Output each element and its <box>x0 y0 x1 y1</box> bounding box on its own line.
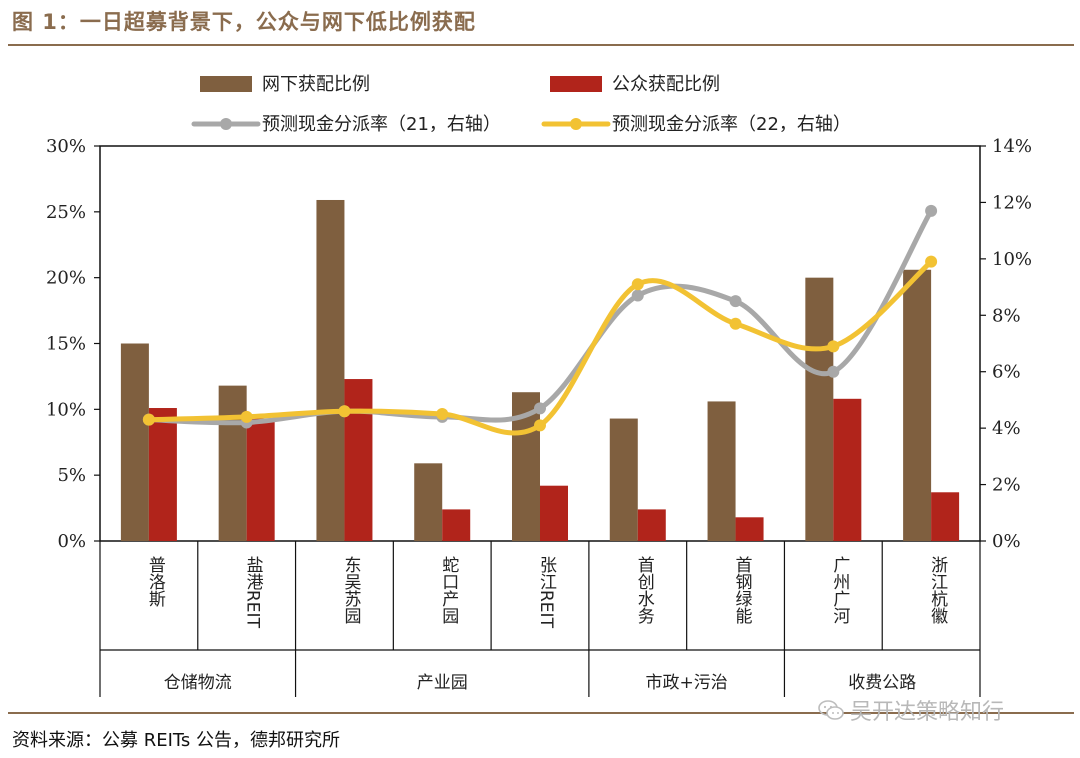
bar-public <box>148 408 177 541</box>
point-payout-22 <box>534 419 546 432</box>
legend-marker <box>570 118 582 130</box>
point-payout-22 <box>436 408 449 421</box>
legend-label: 网下获配比例 <box>262 74 370 95</box>
line-payout-22 <box>146 259 934 436</box>
right-tick-label: 12% <box>992 192 1032 213</box>
group-label: 仓储物流 <box>164 673 232 693</box>
bar-offline <box>707 401 736 541</box>
chart: 0% 5% 10% 15% 20% 25% 30% 0% 2% 4% 6% 8% 10% 12% 14% 仓储… <box>46 74 1032 697</box>
legend-marker <box>220 118 232 130</box>
point-payout-22 <box>240 410 253 423</box>
right-tick-label: 10% <box>992 249 1032 270</box>
point-payout-22 <box>142 413 155 426</box>
right-tick-label: 8% <box>992 305 1021 326</box>
bar-offline <box>609 418 638 541</box>
legend-label: 预测现金分派率（21，右轴） <box>262 114 501 135</box>
bar-offline <box>414 463 443 541</box>
bar-public <box>344 379 373 541</box>
wechat-icon <box>818 700 844 720</box>
watermark: 吴开达策略知行 <box>818 694 1004 726</box>
point-payout-21 <box>534 402 546 415</box>
bar-public <box>637 509 666 541</box>
legend-swatch <box>550 76 602 92</box>
bar-public <box>540 485 568 541</box>
category-label: 盐港REIT <box>243 556 264 629</box>
point-payout-21 <box>729 295 742 308</box>
right-tick-label: 4% <box>992 418 1021 439</box>
bar-public <box>246 418 275 541</box>
right-tick-label: 0% <box>992 531 1021 552</box>
bar-public <box>833 398 862 541</box>
watermark-text: 吴开达策略知行 <box>850 700 1005 725</box>
right-tick-label: 6% <box>992 362 1021 383</box>
legend-swatch <box>200 76 252 92</box>
bar-offline <box>316 199 345 541</box>
point-payout-22 <box>338 405 351 418</box>
left-tick-label: 30% <box>46 136 86 157</box>
bar-offline <box>218 385 247 541</box>
point-payout-21 <box>631 289 644 302</box>
left-tick-label: 20% <box>46 268 86 289</box>
group-label: 收费公路 <box>848 673 916 693</box>
left-tick-label: 10% <box>46 399 86 420</box>
bar-offline <box>805 277 834 541</box>
legend-label: 预测现金分派率（22，右轴） <box>612 114 851 135</box>
footer-rule <box>8 712 1074 714</box>
point-payout-22 <box>729 317 742 330</box>
category-label: 浙江杭徽 <box>927 556 948 624</box>
category-label: 首创水务 <box>634 556 655 624</box>
line-payout-21 <box>146 208 934 426</box>
bar-public <box>931 492 960 541</box>
point-payout-21 <box>827 365 840 378</box>
bar-public <box>442 509 471 541</box>
title-rule <box>8 44 1074 46</box>
left-tick-label: 0% <box>57 531 86 552</box>
left-tick-label: 25% <box>46 202 86 223</box>
legend-label: 公众获配比例 <box>612 74 720 95</box>
left-tick-label: 15% <box>46 334 86 355</box>
category-label: 蛇口产园 <box>438 556 459 624</box>
left-tick-label: 5% <box>57 465 86 486</box>
point-payout-22 <box>827 340 840 353</box>
point-payout-21 <box>925 204 938 217</box>
bar-offline <box>903 269 932 541</box>
group-label: 产业园 <box>417 673 468 693</box>
point-payout-22 <box>925 255 938 268</box>
category-label: 普洛斯 <box>145 556 166 608</box>
right-tick-label: 14% <box>992 136 1032 157</box>
group-label: 市政+污治 <box>646 673 728 693</box>
figure-title: 图 1：一日超募背景下，公众与网下低比例获配 <box>12 10 476 34</box>
category-label: 张江REIT <box>536 556 557 629</box>
right-tick-label: 2% <box>992 475 1021 496</box>
category-label: 首钢绿能 <box>732 556 753 625</box>
category-label: 东吴苏园 <box>340 556 361 624</box>
category-label: 广州广河 <box>829 556 850 624</box>
bar-public <box>735 517 764 541</box>
bar-offline <box>120 343 149 541</box>
source-note: 资料来源：公募 REITs 公告，德邦研究所 <box>12 730 341 751</box>
point-payout-22 <box>631 278 644 291</box>
